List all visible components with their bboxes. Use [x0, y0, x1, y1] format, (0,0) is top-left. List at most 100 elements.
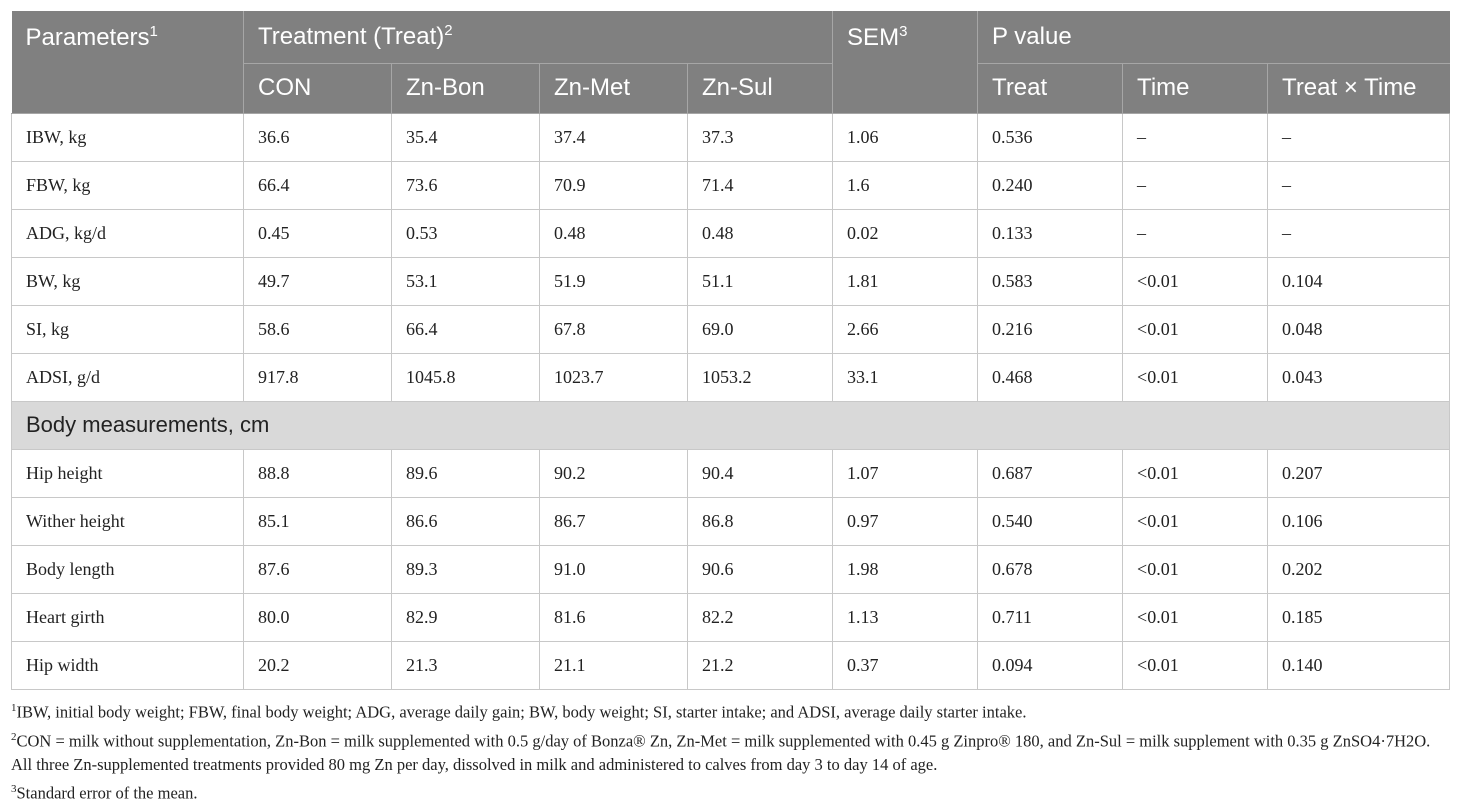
section-row: Body measurements, cm: [10, 400, 1451, 450]
table-cell: 0.106: [1267, 496, 1451, 546]
subheader-cell: Zn-Sul: [686, 63, 833, 114]
table-cell: 1023.7: [539, 352, 688, 402]
table-cell: 0.97: [832, 496, 979, 546]
table-cell: 66.4: [243, 160, 392, 210]
note-mark: 1: [11, 702, 17, 714]
header-cell: SEM3: [832, 11, 978, 114]
table-cell: 90.2: [539, 448, 688, 498]
table-cell: 82.9: [391, 592, 540, 642]
table-cell: Hip height: [11, 448, 244, 498]
table-cell: 2.66: [832, 304, 979, 354]
table-cell: 88.8: [243, 448, 392, 498]
table-row: Heart girth 80.0 82.9 81.6 82.2 1.13 0.711 <0.0…: [11, 592, 1451, 642]
table-cell: 0.711: [977, 592, 1124, 642]
table-body: IBW, kg 36.6 35.4 37.4 37.3 1.06 0.536– – FBW, k…: [10, 112, 1451, 690]
table-cell: 0.37: [832, 640, 979, 690]
table-cell: 917.8: [243, 352, 392, 402]
table-cell: FBW, kg: [11, 160, 244, 210]
table-cell: SI, kg: [11, 304, 244, 354]
table-cell: 21.1: [539, 640, 688, 690]
table-row: Hip width 20.2 21.3 21.1 21.2 0.37 0.094 <0.01 0…: [11, 640, 1451, 690]
table-cell: 1.98: [832, 544, 979, 594]
table-cell: <0.01: [1122, 304, 1269, 354]
table-cell: 51.9: [539, 256, 688, 306]
table-cell: 1045.8: [391, 352, 540, 402]
section-cell: Body measurements, cm: [10, 400, 1451, 450]
table-cell: <0.01: [1122, 544, 1269, 594]
table-cell: –: [1267, 112, 1451, 162]
table-cell: Body length: [11, 544, 244, 594]
footnote-text: Standard error of the mean.: [16, 783, 198, 803]
table-cell: 0.468: [977, 352, 1124, 402]
table-cell: 0.240: [977, 160, 1124, 210]
table-cell: –: [1122, 112, 1269, 162]
table-cell: 51.1: [686, 256, 834, 306]
table-cell: 37.4: [539, 112, 688, 162]
table-cell: BW, kg: [11, 256, 244, 306]
table-cell: 1.13: [832, 592, 979, 642]
subheader-cell: Treat: [977, 63, 1123, 114]
footnote: 1IBW, initial body weight; FBW, final bo…: [11, 696, 1451, 725]
table-row: ADSI, g/d 917.8 1045.8 1023.7 1053.2 33.1 0.46…: [11, 352, 1451, 402]
table-cell: 35.4: [391, 112, 540, 162]
table-cell: 0.207: [1267, 448, 1451, 498]
table-cell: Heart girth: [11, 592, 244, 642]
table-cell: 0.202: [1267, 544, 1451, 594]
table-cell: 0.094: [977, 640, 1124, 690]
table-cell: 0.678: [977, 544, 1124, 594]
table-row: Hip height 88.8 89.6 90.2 90.4 1.07 0.687 <0.01…: [11, 448, 1451, 498]
table-cell: 87.6: [243, 544, 392, 594]
table-cell: Wither height: [11, 496, 244, 546]
table-cell: –: [1122, 160, 1269, 210]
table-cell: 0.53: [391, 208, 540, 258]
table-cell: 0.45: [243, 208, 392, 258]
table-cell: 86.6: [391, 496, 540, 546]
table-cell: 1.07: [832, 448, 979, 498]
table-row: BW, kg 49.7 53.1 51.9 51.1 1.81 0.583 <0.01 0.10…: [11, 256, 1451, 306]
table-cell: 89.3: [391, 544, 540, 594]
header-text: Parameters: [25, 24, 150, 51]
header-text: Treatment (Treat): [258, 23, 445, 51]
table-cell: 0.043: [1267, 352, 1451, 402]
note-mark: 2: [11, 730, 17, 743]
footnotes: 1IBW, initial body weight; FBW, final bo…: [11, 696, 1451, 806]
table-cell: 81.6: [539, 592, 688, 642]
table-cell: 36.6: [243, 112, 392, 162]
subheader-cell: CON: [243, 63, 392, 114]
table-cell: 0.133: [977, 208, 1124, 258]
table-cell: 86.7: [539, 496, 688, 546]
table-cell: <0.01: [1122, 640, 1269, 690]
table-cell: <0.01: [1122, 448, 1269, 498]
note-mark: 1: [149, 23, 158, 40]
table-cell: 58.6: [243, 304, 392, 354]
table-cell: 1.6: [832, 160, 979, 210]
footnote-text: IBW, initial body weight; FBW, final bod…: [16, 702, 1027, 722]
table-cell: 0.048: [1267, 304, 1451, 354]
table-cell: Hip width: [11, 640, 244, 690]
table-cell: 91.0: [539, 544, 688, 594]
table-cell: –: [1122, 208, 1269, 258]
table-cell: ADG, kg/d: [11, 208, 244, 258]
table-cell: IBW, kg: [11, 112, 244, 162]
table-cell: 21.2: [686, 640, 834, 690]
subheader-cell: Time: [1122, 63, 1268, 114]
footnote-text: CON = milk without supplementation, Zn-B…: [11, 731, 1431, 774]
table-cell: 0.48: [539, 208, 688, 258]
subheader-cell: Zn-Bon: [391, 63, 540, 114]
table-row: IBW, kg 36.6 35.4 37.4 37.3 1.06 0.536– –: [11, 112, 1451, 162]
header-cell: Parameters1: [11, 11, 244, 114]
table-cell: 66.4: [391, 304, 540, 354]
table-cell: 0.104: [1267, 256, 1451, 306]
table-cell: 86.8: [686, 496, 834, 546]
table-cell: <0.01: [1122, 352, 1269, 402]
table-cell: 49.7: [243, 256, 392, 306]
table-cell: 0.540: [977, 496, 1124, 546]
note-mark: 2: [444, 22, 453, 40]
table-cell: 82.2: [686, 592, 834, 642]
table-wrap: Parameters1 Treatment (Treat)2 SEM3 P va…: [10, 11, 1451, 690]
table-row: SI, kg 58.6 66.4 67.8 69.0 2.66 0.216 <0.01 0.04…: [11, 304, 1451, 354]
table-cell: 1.06: [832, 112, 979, 162]
subheader-row: CON Zn-Bon Zn-Met Zn-Sul Treat Time Treat × Ti…: [12, 63, 1450, 114]
table-row: FBW, kg 66.4 73.6 70.9 71.4 1.6 0.240– –: [11, 160, 1451, 210]
subheader-cell: Treat × Time: [1267, 63, 1450, 114]
